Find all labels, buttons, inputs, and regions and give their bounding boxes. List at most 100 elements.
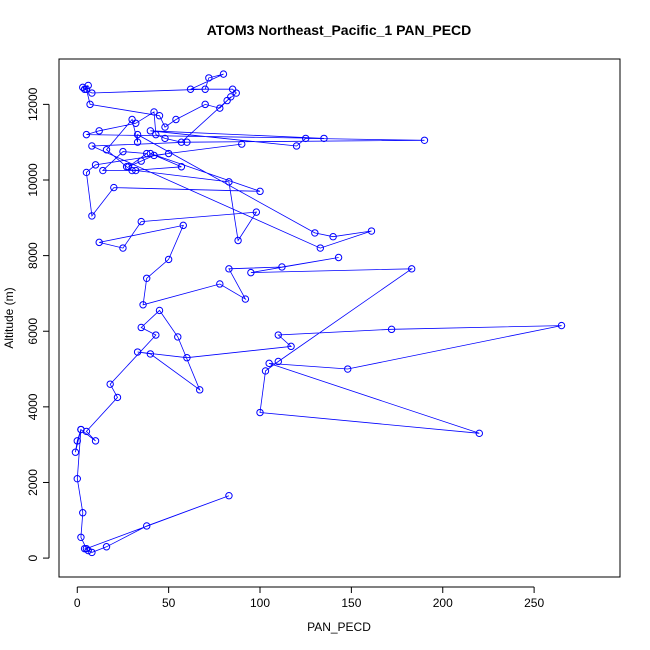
data-point [146, 127, 155, 135]
data-point [79, 83, 87, 92]
data-point [164, 149, 173, 158]
data-point [172, 115, 180, 124]
data-point [274, 331, 282, 339]
data-point [119, 147, 127, 156]
chart-title: ATOM3 Northeast_Pacific_1 PAN_PECD [207, 22, 472, 38]
data-point [334, 253, 343, 262]
data-point [82, 168, 91, 177]
data-point [155, 306, 164, 315]
x-tick-label: 200 [433, 596, 453, 610]
data-point [278, 263, 286, 271]
data-point [102, 543, 111, 551]
data-point [88, 212, 96, 220]
data-point [287, 342, 295, 351]
y-tick-label: 4000 [26, 393, 40, 420]
data-point [133, 130, 142, 139]
data-point [174, 333, 182, 341]
x-axis: 0 50 100 150 200 250 [74, 586, 544, 610]
data-point [329, 233, 337, 241]
data-point [95, 238, 103, 247]
y-tick-label: 6000 [26, 318, 40, 345]
data-point [256, 187, 264, 196]
data-point [82, 427, 91, 436]
data-point [143, 522, 151, 530]
data-point [367, 227, 376, 235]
data-point [225, 265, 233, 273]
data-point [110, 183, 118, 192]
data-point [102, 146, 111, 154]
data-point [201, 100, 209, 109]
y-axis: 0 2000 4000 6000 8000 10000 12000 [26, 87, 50, 561]
data-point [137, 157, 145, 165]
data-point [82, 85, 91, 93]
data-point [152, 130, 160, 139]
data-point [146, 149, 155, 158]
data-point [274, 357, 282, 366]
data-point [183, 138, 191, 146]
data-point [475, 429, 483, 438]
data-point [88, 89, 96, 97]
data-point [139, 301, 147, 309]
y-tick-label: 2000 [26, 469, 40, 496]
plot-frame [58, 58, 621, 578]
x-axis-label: PAN_PECD [307, 620, 371, 634]
data-point [143, 149, 151, 158]
data-point [252, 208, 261, 216]
data-point [219, 70, 228, 78]
x-tick-label: 150 [341, 596, 361, 610]
data-point [301, 134, 310, 143]
data-point [344, 365, 352, 373]
data-point [146, 350, 155, 358]
data-point [316, 244, 325, 252]
data-point [256, 408, 264, 417]
y-axis-label: Altitude (m) [2, 287, 16, 348]
data-point [234, 236, 242, 245]
data-point [225, 492, 233, 500]
data-point [137, 217, 145, 226]
data-point [196, 386, 204, 394]
data-point [137, 323, 145, 332]
data-point [183, 354, 191, 362]
data-point [225, 178, 233, 186]
data-point [132, 166, 140, 175]
data-point [152, 331, 160, 339]
data-point [95, 127, 103, 135]
data-point [265, 359, 273, 368]
data-point [143, 274, 151, 282]
data-point [387, 325, 396, 334]
data-point [84, 546, 92, 555]
data-point [82, 130, 91, 139]
data-point [91, 437, 100, 445]
data-point [164, 255, 173, 264]
data-point [86, 100, 94, 109]
data-point [128, 115, 136, 124]
data-point [216, 280, 224, 288]
data-point [238, 140, 246, 148]
x-tick-label: 250 [524, 596, 544, 610]
data-point [186, 85, 195, 93]
data-point [407, 265, 416, 273]
data-point [73, 474, 81, 483]
data-point [71, 448, 80, 456]
data-point [201, 85, 209, 93]
data-point [179, 221, 187, 230]
data-point [88, 142, 96, 150]
data-point [557, 321, 566, 330]
data-point [232, 89, 240, 97]
y-tick-label: 0 [26, 554, 40, 561]
data-point [79, 509, 87, 517]
data-point [292, 142, 301, 150]
data-point [155, 112, 164, 120]
data-point [320, 134, 328, 143]
data-point [132, 119, 140, 127]
data-point [161, 123, 169, 131]
data-point [420, 136, 429, 144]
data-point [261, 367, 270, 375]
data-point [106, 380, 114, 388]
data-point [150, 151, 158, 160]
data-point [150, 108, 158, 116]
data-point [161, 134, 169, 143]
y-tick-label: 10000 [26, 163, 40, 197]
